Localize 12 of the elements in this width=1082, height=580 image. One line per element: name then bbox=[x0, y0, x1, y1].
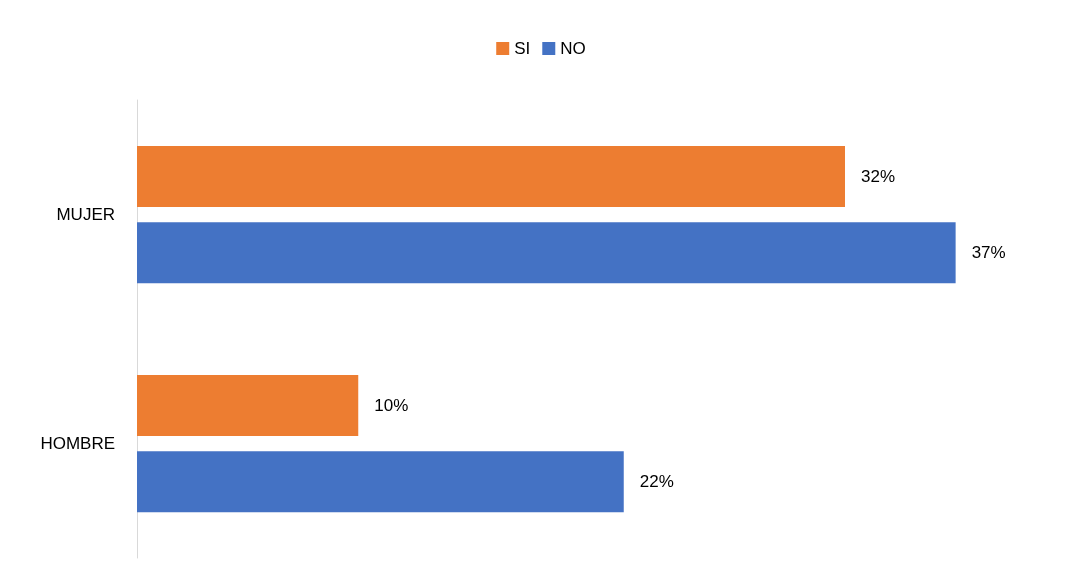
data-label: 10% bbox=[374, 395, 409, 415]
data-label: 22% bbox=[639, 472, 674, 492]
bar bbox=[137, 374, 359, 436]
legend-label: NO bbox=[560, 39, 586, 58]
y-tick-label: HOMBRE bbox=[40, 434, 115, 453]
data-label: 37% bbox=[971, 243, 1006, 263]
legend-label: SI bbox=[514, 39, 531, 58]
bar bbox=[137, 222, 956, 284]
bar bbox=[137, 451, 624, 513]
bar bbox=[137, 145, 845, 207]
data-label: 32% bbox=[861, 166, 896, 186]
y-tick-label: MUJER bbox=[56, 205, 115, 224]
